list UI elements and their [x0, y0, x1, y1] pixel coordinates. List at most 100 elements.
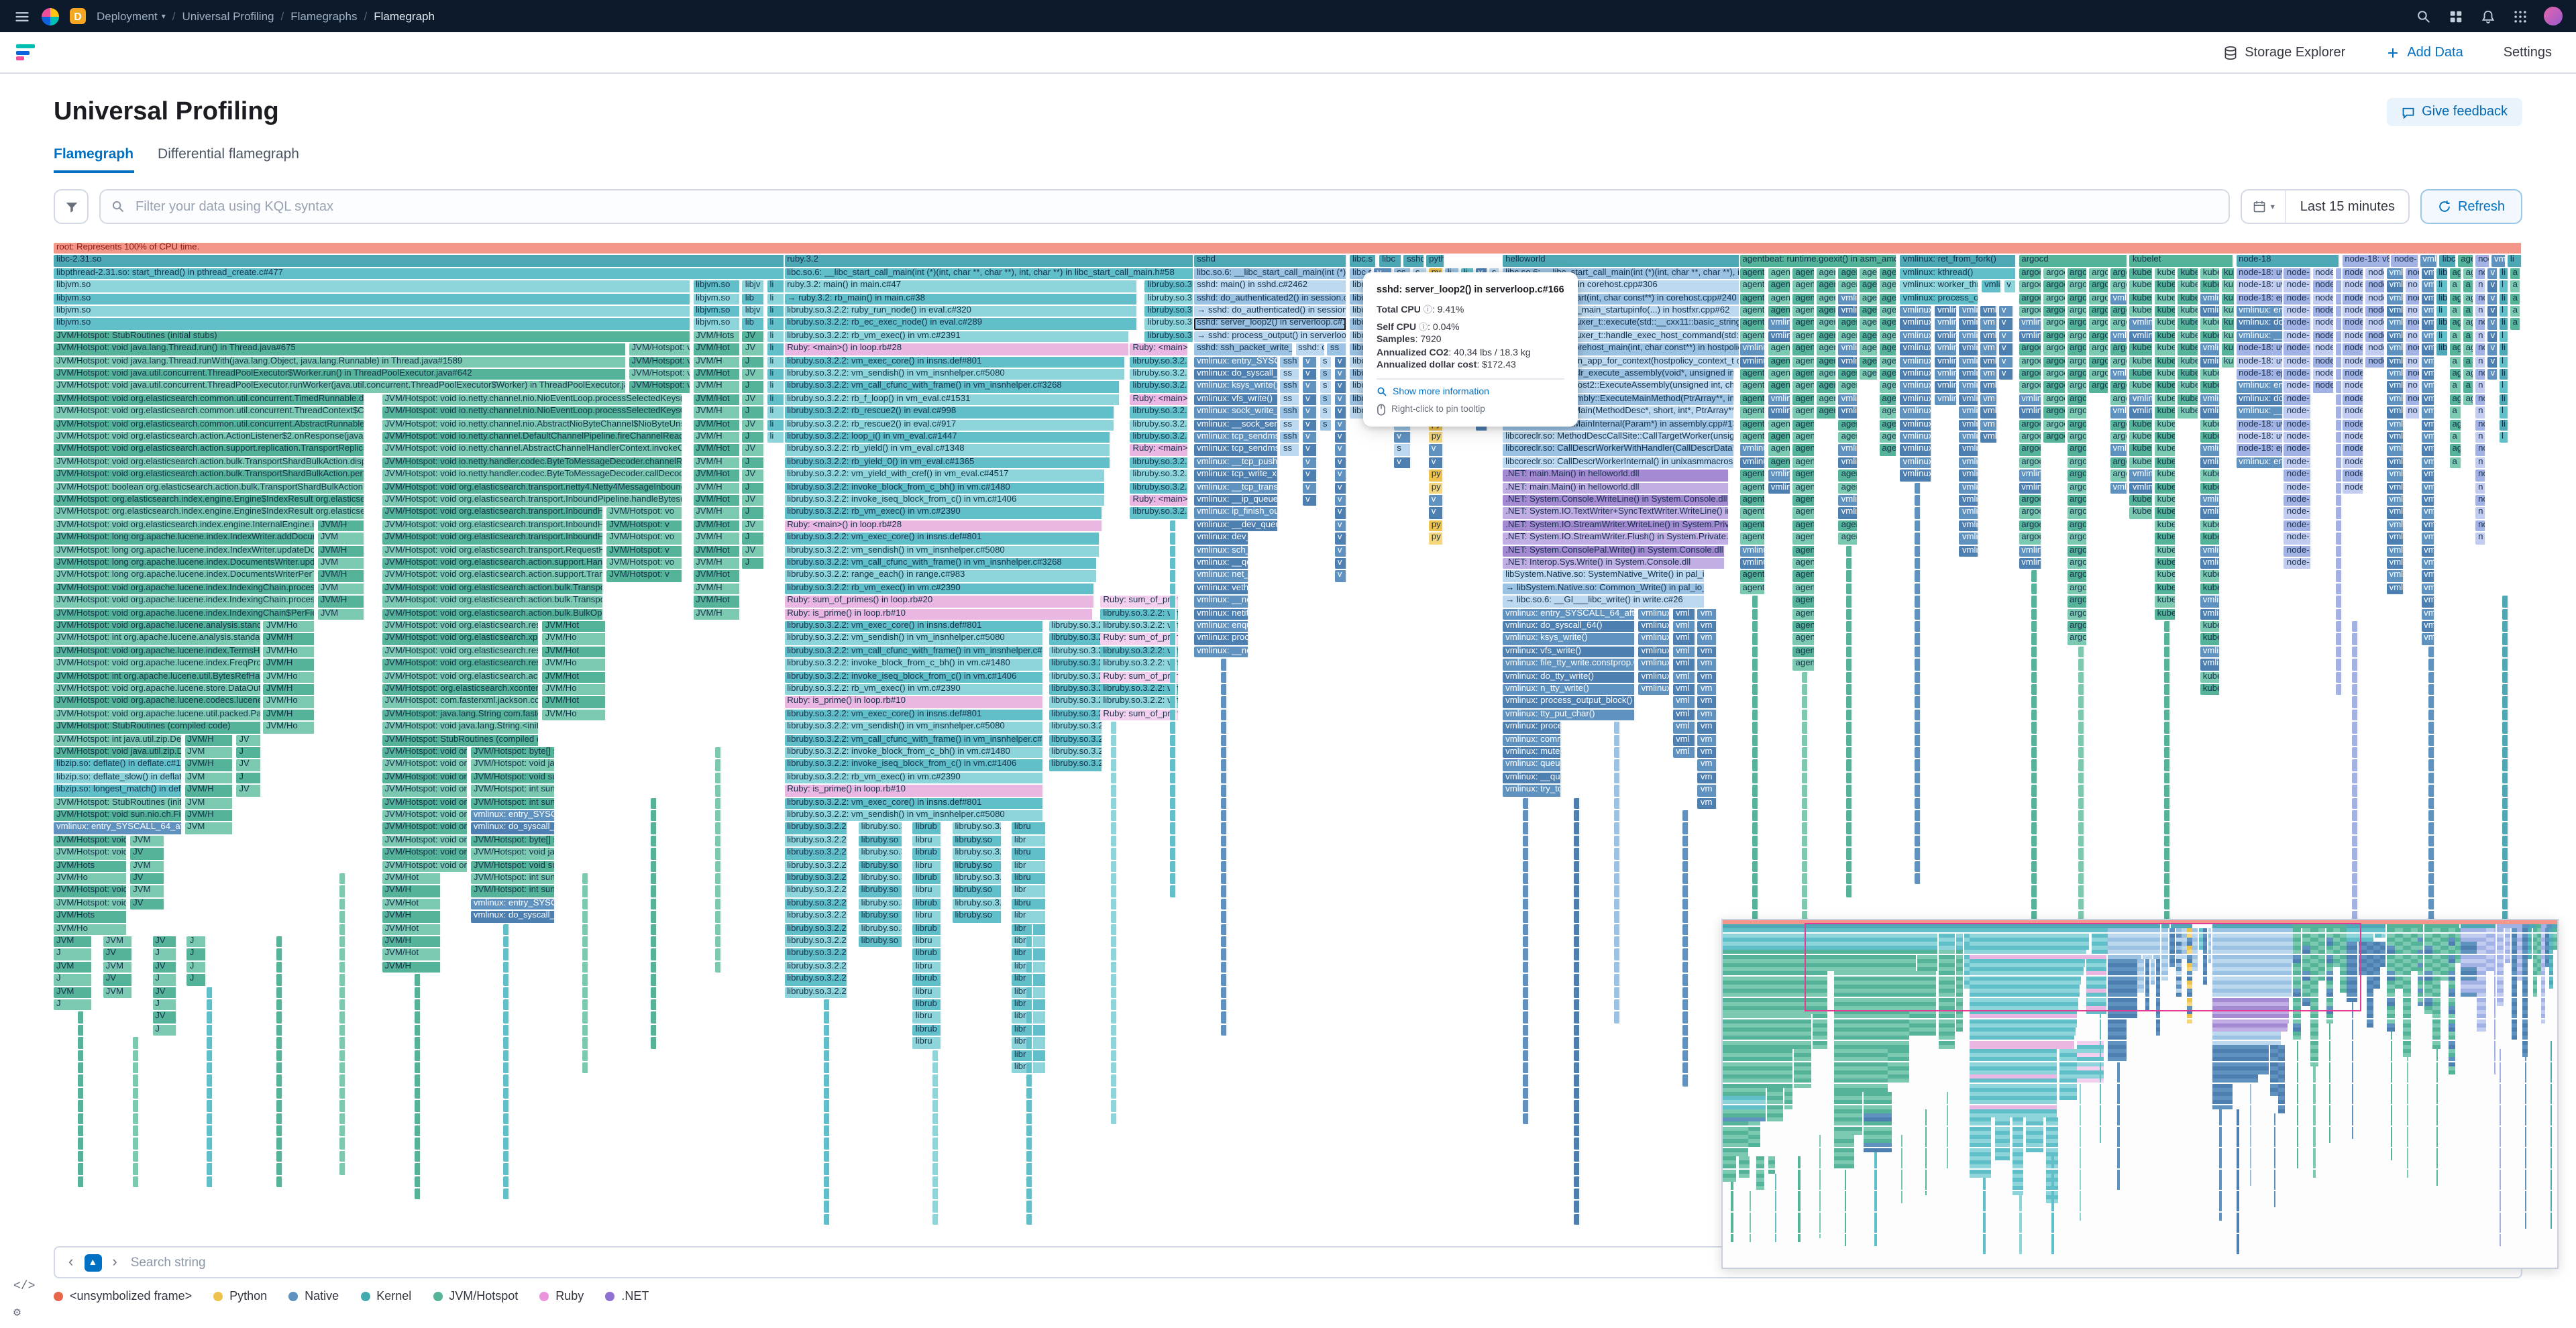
flame-frame[interactable]: py — [1429, 533, 1444, 544]
flame-frame[interactable] — [1683, 1050, 1690, 1061]
flame-frame[interactable] — [651, 987, 658, 998]
tab-differential-flamegraph[interactable]: Differential flamegraph — [158, 146, 299, 173]
flame-frame[interactable] — [1169, 533, 1176, 544]
flame-frame[interactable]: vmlinux — [1839, 457, 1858, 469]
flame-frame[interactable]: n — [2475, 482, 2487, 494]
flame-frame[interactable]: a — [2449, 331, 2461, 343]
flame-frame[interactable]: ssh — [1281, 432, 1300, 443]
flame-frame[interactable]: kubelet: runtim — [2155, 520, 2177, 532]
flame-frame[interactable]: vmlinux: — [1935, 306, 1957, 317]
flame-frame[interactable]: vml — [2421, 343, 2434, 355]
flame-frame[interactable] — [824, 1037, 830, 1048]
flame-frame[interactable]: Ruby: <main>() in loop.rb#28 — [1130, 394, 1189, 406]
flame-frame[interactable]: JVM/Ho — [264, 697, 315, 708]
flame-frame[interactable] — [414, 987, 421, 998]
flame-frame[interactable] — [340, 962, 347, 973]
flame-frame[interactable]: vmlinux: entry_SYSCALL_64_after_hwframe(… — [2236, 306, 2283, 317]
flame-frame[interactable]: .NET: System.IO.TextWriter+SyncTextWrite… — [1503, 508, 1730, 519]
flame-frame[interactable]: vml — [1673, 659, 1695, 670]
flame-frame[interactable]: kubelet: runti — [2178, 293, 2199, 305]
flame-frame[interactable] — [1169, 596, 1176, 607]
flame-frame[interactable]: argocd: r — [2089, 382, 2108, 393]
flame-frame[interactable] — [2336, 419, 2343, 431]
flame-frame[interactable]: l — [2499, 432, 2509, 443]
flame-frame[interactable] — [824, 1088, 830, 1099]
flame-frame[interactable] — [2428, 873, 2435, 885]
flame-frame[interactable] — [2336, 293, 2343, 305]
flame-frame[interactable]: v — [1303, 356, 1318, 368]
flame-frame[interactable]: libru — [913, 962, 943, 973]
flame-frame[interactable]: vm — [2421, 280, 2434, 292]
flame-frame[interactable] — [2078, 659, 2085, 670]
flame-frame[interactable]: JVM/Hotspot: void org.elasticsearch.inde… — [382, 836, 468, 847]
flame-frame[interactable]: vmlinux: entry_SYSCALL_64_after_hwframe(… — [2019, 469, 2042, 481]
flame-frame[interactable] — [1915, 545, 1922, 557]
flame-frame[interactable]: libc-2.31.so — [54, 256, 784, 267]
flame-frame[interactable]: JVM/Hotspot: void io.netty.channel.nio.N… — [629, 382, 690, 393]
flame-frame[interactable]: J — [743, 457, 765, 469]
flame-frame[interactable]: vmlinux — [2387, 469, 2404, 481]
flame-frame[interactable] — [2078, 861, 2085, 872]
flame-frame[interactable]: libruby.so.3.2.2: vm_call_cfunc_with_fra… — [784, 382, 1120, 393]
flame-frame[interactable]: kubelet: ru — [2200, 584, 2220, 595]
flame-frame[interactable]: libjv — [743, 280, 765, 292]
flame-frame[interactable]: JVM/Hotspot: void io.netty.handler.codec… — [382, 469, 683, 481]
flame-frame[interactable] — [414, 999, 421, 1011]
flame-frame[interactable] — [1574, 1138, 1581, 1150]
flame-frame[interactable] — [1915, 697, 1922, 708]
flame-frame[interactable]: vmlinux: — [2200, 608, 2220, 620]
flame-frame[interactable]: agentbeat: runtime.futexsleep() in os_li… — [1739, 533, 1766, 544]
flame-frame[interactable] — [1915, 861, 1922, 872]
flame-frame[interactable] — [276, 962, 282, 973]
flame-frame[interactable]: JVM — [103, 987, 133, 998]
flame-frame[interactable] — [1523, 936, 1530, 948]
flame-frame[interactable]: JVM/Hotspot: void org.elasticsearch.inde… — [54, 520, 315, 532]
flame-frame[interactable] — [1614, 949, 1621, 960]
flame-frame[interactable]: vml — [1673, 647, 1695, 658]
flame-frame[interactable] — [2428, 785, 2435, 796]
flame-frame[interactable]: vmlinux: do_syscall_64() — [1194, 369, 1278, 380]
flame-frame[interactable] — [1614, 999, 1621, 1011]
flame-frame[interactable]: vmlinux: do_syscall_64() — [1739, 356, 1766, 368]
flame-frame[interactable]: agentb — [1879, 369, 1898, 380]
flame-frame[interactable]: node-18: v8::internal::Heap::CollectGarb… — [2284, 419, 2311, 431]
flame-frame[interactable]: li — [767, 356, 785, 368]
flame-frame[interactable] — [1614, 886, 1621, 897]
flame-frame[interactable]: vmlinux: __writeback_inodes_wb() — [1900, 331, 1933, 343]
flame-frame[interactable] — [1915, 797, 1922, 809]
flame-frame[interactable]: li — [767, 319, 785, 330]
flame-frame[interactable]: argocd — [2110, 469, 2127, 481]
flame-frame[interactable] — [651, 886, 658, 897]
flame-frame[interactable] — [503, 936, 510, 948]
flame-frame[interactable] — [2164, 899, 2171, 910]
flame-frame[interactable] — [715, 797, 722, 809]
flame-frame[interactable]: vmlinux: __queue_work() — [1503, 773, 1562, 784]
flame-frame[interactable] — [1222, 962, 1228, 973]
flame-frame[interactable]: JVM/Ho — [264, 671, 315, 683]
flame-frame[interactable]: agentb — [1879, 343, 1898, 355]
flame-frame[interactable]: argocd: runti — [2067, 356, 2088, 368]
flame-frame[interactable] — [1222, 861, 1228, 872]
flame-frame[interactable]: v — [1335, 432, 1347, 443]
flame-frame[interactable]: vml — [1673, 684, 1695, 696]
flame-frame[interactable]: argocd: runtim — [2067, 495, 2088, 506]
flame-frame[interactable]: vmlinux: entry_SYSCALL_64_after_hwframe(… — [1739, 545, 1766, 557]
flame-frame[interactable]: libruby.so.3.2.2: vm_s — [1049, 760, 1103, 771]
flame-frame[interactable]: vmlinux: tcp_write_xmit() — [1194, 469, 1278, 481]
flame-frame[interactable]: JVM/Hotspot: void org.elasticsearch.inde… — [382, 785, 468, 796]
flame-frame[interactable] — [1222, 886, 1228, 897]
flame-frame[interactable]: agentbeat: runtime — [1793, 596, 1815, 607]
flame-frame[interactable]: vm — [1980, 419, 1998, 431]
flame-frame[interactable] — [2078, 823, 2085, 834]
flame-frame[interactable] — [1110, 797, 1117, 809]
flame-frame[interactable]: vmlinux: entry_SYSCALL_64_after_hwframe(… — [2019, 319, 2042, 330]
flame-frame[interactable]: argocd: runtime.findRunnable() — [2019, 457, 2042, 469]
flame-frame[interactable] — [1574, 1062, 1581, 1074]
flame-frame[interactable]: vmlinux: do_writepages() — [1900, 469, 1933, 481]
flame-frame[interactable]: vmlinux — [2110, 369, 2127, 380]
flame-frame[interactable]: s — [1320, 394, 1332, 406]
flame-frame[interactable] — [2336, 319, 2343, 330]
flame-frame[interactable]: agentbeat: runti — [1793, 457, 1815, 469]
flame-frame[interactable]: vml — [2421, 369, 2434, 380]
flame-frame[interactable]: JVM/Hotspot: void io.netty.channel.Abstr… — [382, 445, 683, 456]
